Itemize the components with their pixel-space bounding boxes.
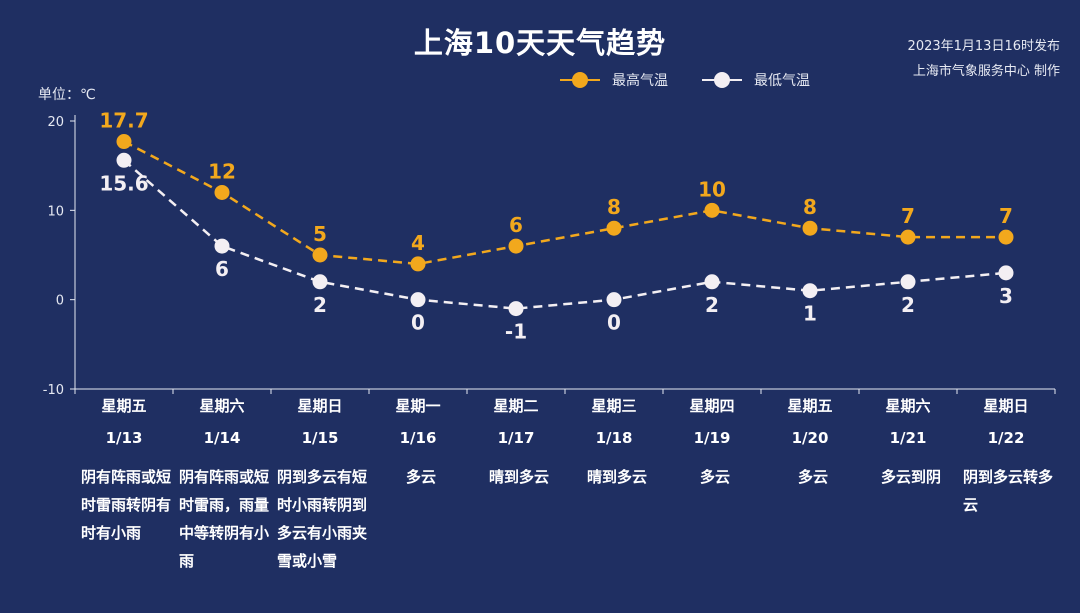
weekday-label: 星期五 xyxy=(101,397,147,415)
data-label-low: -1 xyxy=(505,320,527,344)
data-point-low xyxy=(802,283,818,299)
data-point-high xyxy=(606,220,622,236)
legend-item-high: 最高气温 xyxy=(560,70,668,90)
data-label-high: 5 xyxy=(313,222,327,246)
data-label-high: 10 xyxy=(698,177,726,201)
data-point-high xyxy=(802,220,818,236)
data-label-high: 8 xyxy=(803,195,817,219)
weekday-label: 星期一 xyxy=(395,397,441,415)
chart-legend: 最高气温 最低气温 xyxy=(560,68,844,92)
data-label-low: 3 xyxy=(999,284,1013,308)
legend-label-high: 最高气温 xyxy=(612,73,668,89)
data-label-low: 0 xyxy=(411,311,425,335)
data-point-high xyxy=(410,256,426,272)
data-point-high xyxy=(116,134,132,150)
x-category-label: 星期日 1/22 xyxy=(957,390,1055,454)
x-category-label: 星期六 1/21 xyxy=(859,390,957,454)
series-line-high xyxy=(123,140,1006,266)
data-point-high xyxy=(998,229,1014,245)
date-label: 1/19 xyxy=(693,429,731,447)
data-label-low: 0 xyxy=(607,311,621,335)
date-label: 1/20 xyxy=(791,429,829,447)
date-label: 1/14 xyxy=(203,429,241,447)
weekday-label: 星期日 xyxy=(983,397,1029,415)
data-label-high: 17.7 xyxy=(99,109,148,133)
date-label: 1/22 xyxy=(987,429,1025,447)
data-label-high: 4 xyxy=(411,231,425,255)
data-point-low xyxy=(704,274,720,290)
date-label: 1/18 xyxy=(595,429,633,447)
weekday-label: 星期六 xyxy=(885,397,931,415)
weather-condition: 晴到多云 xyxy=(488,468,549,486)
data-point-low xyxy=(900,274,916,290)
weekday-label: 星期二 xyxy=(493,397,539,415)
x-category-label: 星期四 1/19 xyxy=(663,390,761,454)
data-label-low: 2 xyxy=(313,293,327,317)
data-point-low xyxy=(998,265,1014,281)
chart-title: 上海10天天气趋势 xyxy=(413,26,667,60)
data-point-low xyxy=(606,292,622,308)
data-point-high xyxy=(312,247,328,263)
x-category-label: 星期日 1/15 xyxy=(271,390,369,454)
x-category-label: 星期五 1/13 xyxy=(75,390,173,454)
x-category-label: 星期一 1/16 xyxy=(369,390,467,454)
y-tick-label: 10 xyxy=(47,204,64,219)
x-category-label: 星期三 1/18 xyxy=(565,390,663,454)
data-point-low xyxy=(410,292,426,308)
data-label-high: 6 xyxy=(509,213,523,237)
data-label-high: 12 xyxy=(208,159,236,183)
legend-marker-low xyxy=(702,70,742,90)
x-category-label: 星期二 1/17 xyxy=(467,390,565,454)
unit-label: 单位：℃ xyxy=(38,87,96,103)
data-label-low: 2 xyxy=(705,293,719,317)
publish-info: 2023年1月13日16时发布 上海市气象服务中心 制作 xyxy=(908,34,1060,84)
weather-condition: 多云到阴 xyxy=(880,468,941,486)
weekday-label: 星期日 xyxy=(297,397,343,415)
data-label-low: 6 xyxy=(215,257,229,281)
data-label-low: 2 xyxy=(901,293,915,317)
data-point-high xyxy=(900,229,916,245)
date-label: 1/17 xyxy=(497,429,535,447)
data-point-low xyxy=(312,274,328,290)
weather-condition: 多云 xyxy=(699,468,730,486)
weekday-label: 星期六 xyxy=(199,397,245,415)
data-label-low: 1 xyxy=(803,302,817,326)
legend-item-low: 最低气温 xyxy=(702,70,810,90)
weather-condition: 阴有阵雨或短时雷雨转阴有时有小雨 xyxy=(81,468,172,542)
legend-marker-high xyxy=(560,70,600,90)
data-point-low xyxy=(116,152,132,168)
y-tick-label: 0 xyxy=(56,294,64,309)
weather-condition: 多云 xyxy=(405,468,436,486)
weekday-label: 星期四 xyxy=(689,397,735,415)
data-point-high xyxy=(704,202,720,218)
x-category-label: 星期六 1/14 xyxy=(173,390,271,454)
date-label: 1/16 xyxy=(399,429,437,447)
data-label-high: 7 xyxy=(901,204,915,228)
publish-time: 2023年1月13日16时发布 xyxy=(907,39,1060,54)
weather-condition: 阴到多云转多云 xyxy=(963,468,1054,514)
date-label: 1/21 xyxy=(889,429,927,447)
data-label-high: 7 xyxy=(999,204,1013,228)
legend-label-low: 最低气温 xyxy=(754,73,810,89)
data-point-high xyxy=(214,184,230,200)
data-point-high xyxy=(508,238,524,254)
weather-condition: 阴有阵雨或短时雷雨，雨量中等转阴有小雨 xyxy=(179,468,270,570)
date-label: 1/13 xyxy=(105,429,143,447)
weather-condition: 阴到多云有短时小雨转阴到多云有小雨夹雪或小雪 xyxy=(277,468,368,570)
x-category-label: 星期五 1/20 xyxy=(761,390,859,454)
weekday-label: 星期五 xyxy=(787,397,833,415)
weather-condition: 晴到多云 xyxy=(586,468,647,486)
data-point-low xyxy=(214,238,230,254)
data-label-low: 15.6 xyxy=(99,171,148,195)
weather-condition: 多云 xyxy=(797,468,828,486)
publisher: 上海市气象服务中心 制作 xyxy=(912,64,1060,79)
data-point-low xyxy=(508,301,524,317)
series-line-low xyxy=(123,159,1007,310)
date-label: 1/15 xyxy=(301,429,339,447)
y-tick-label: 20 xyxy=(47,115,64,130)
data-label-high: 8 xyxy=(607,195,621,219)
y-tick-label: -10 xyxy=(43,383,64,398)
weekday-label: 星期三 xyxy=(591,397,637,415)
